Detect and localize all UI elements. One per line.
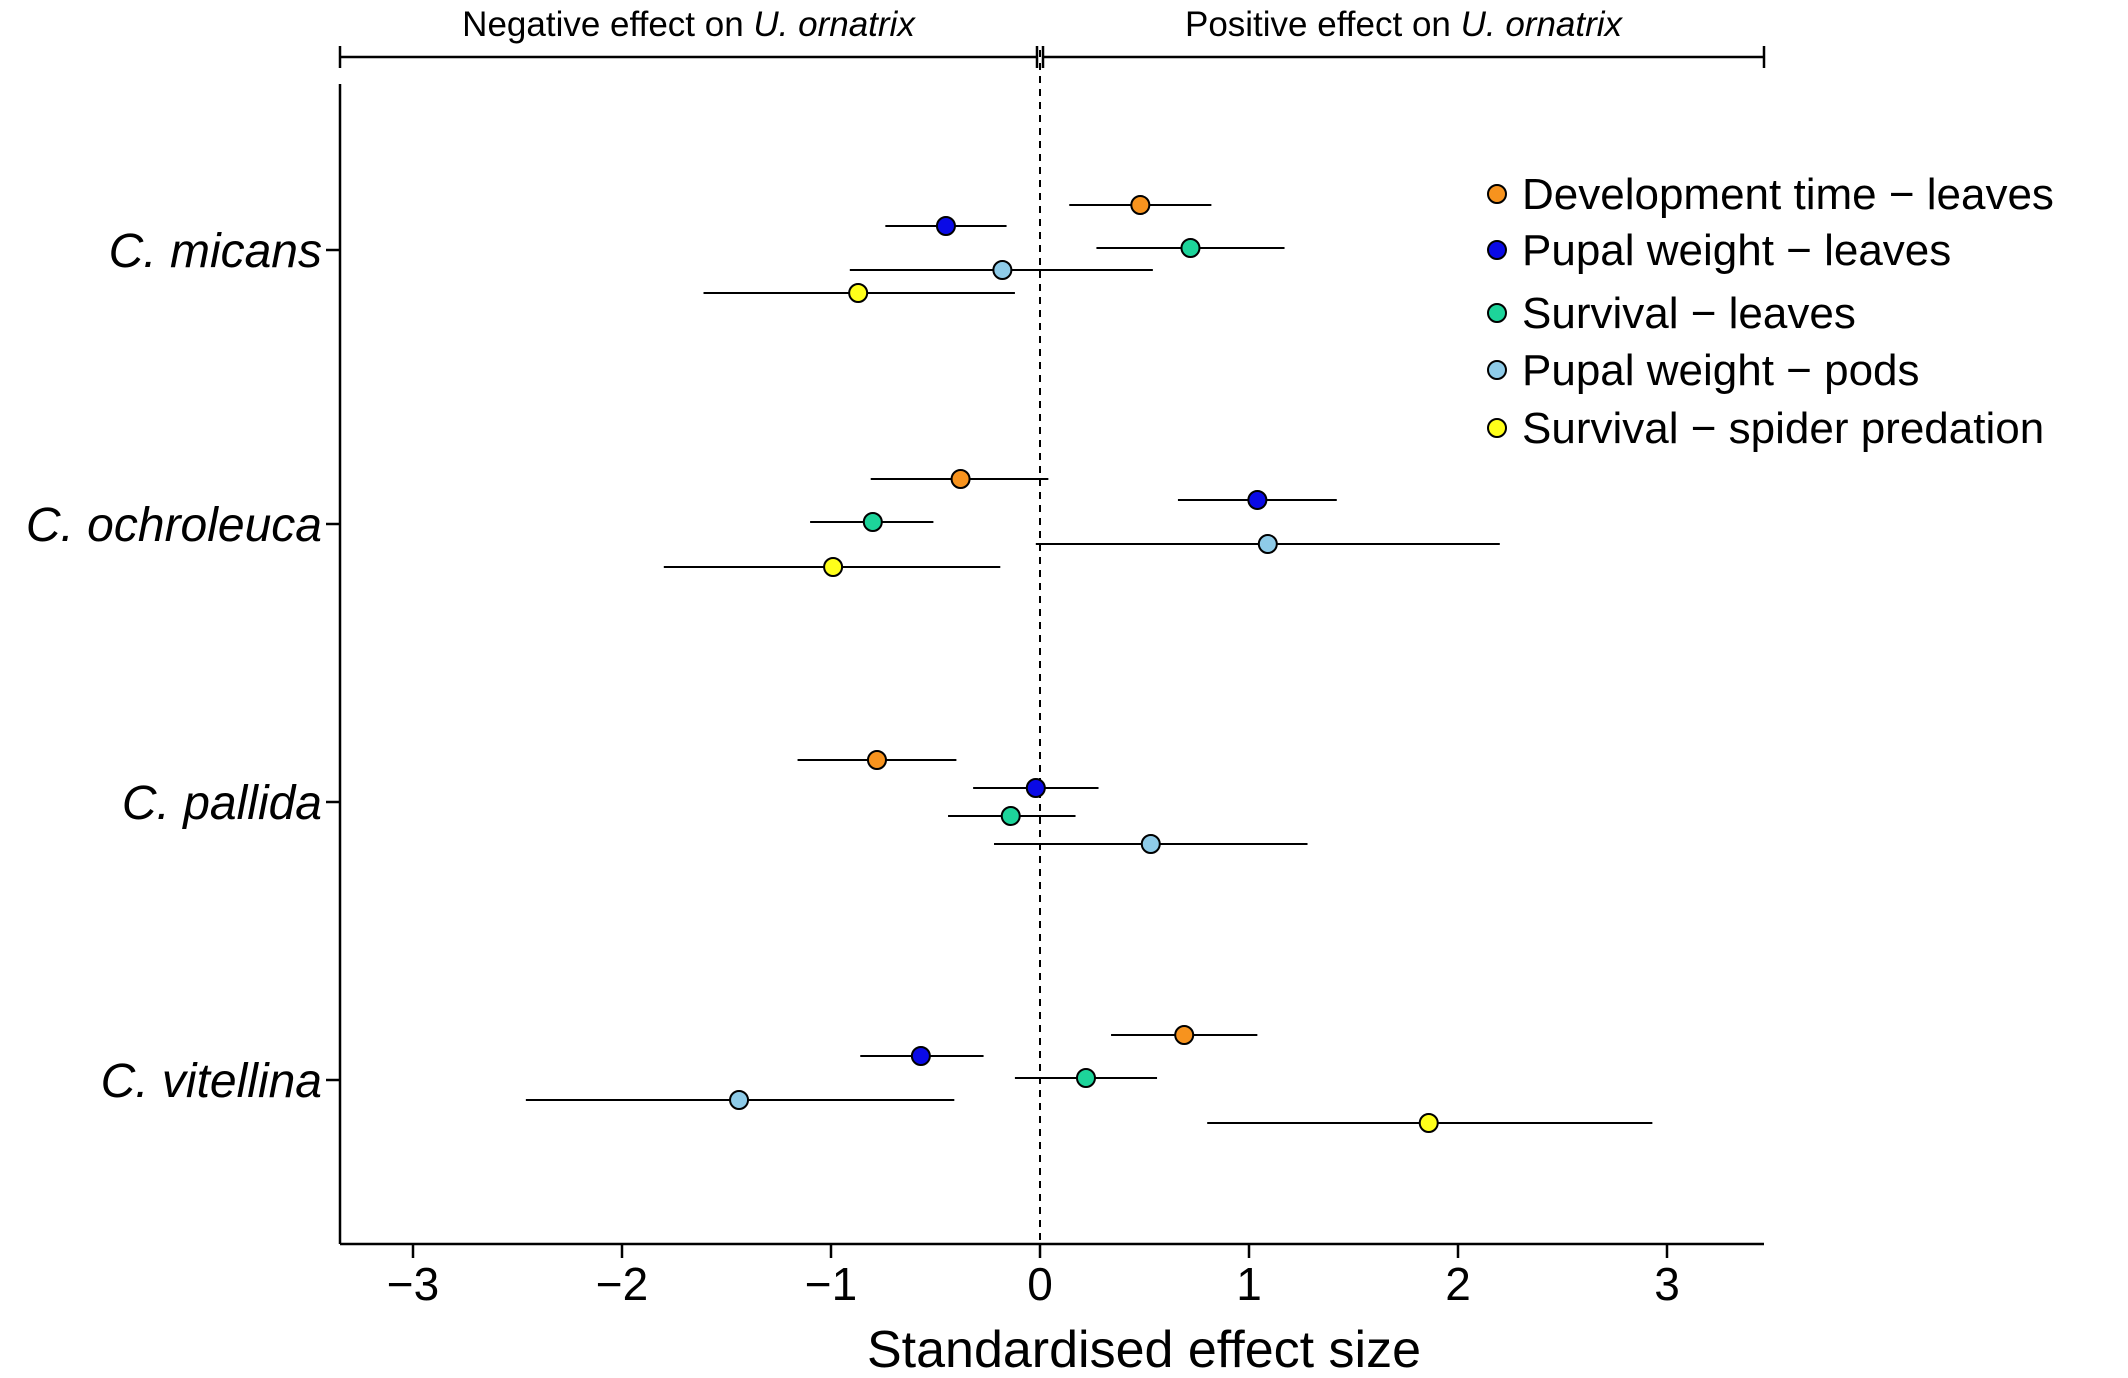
legend-swatch-pupal-weight-leaves [1487,240,1507,260]
x-tick-label: 0 [1027,1258,1053,1310]
point-pupal-weight-leaves-c-vitellina [910,1046,931,1066]
legend-swatch-development-time-leaves [1487,184,1507,204]
legend-swatch-pupal-weight-pods [1487,360,1507,380]
point-survival-leaves-c-ochroleuca [862,512,883,532]
point-survival-leaves-c-micans [1180,238,1201,258]
positive-effect-label: Positive effect on U. ornatrix [1185,5,1624,44]
category-label-c-pallida: C. pallida [122,777,322,830]
point-development-time-leaves-c-vitellina [1174,1025,1195,1045]
x-tick-label: 3 [1654,1258,1680,1310]
category-label-c-micans: C. micans [109,225,322,278]
point-survival-spider-predation-c-vitellina [1418,1113,1439,1133]
legend: Development time − leaves Pupal weight − … [1487,170,2054,453]
y-ticks: C. micans C. ochroleuca C. pallida C. vitel… [26,225,340,1108]
x-tick-label: 1 [1236,1258,1262,1310]
legend-label-development-time-leaves: Development time − leaves [1522,170,2054,219]
x-tick-label: −1 [805,1258,857,1310]
legend-label-pupal-weight-leaves: Pupal weight − leaves [1522,226,1951,275]
point-pupal-weight-leaves-c-ochroleuca [1247,490,1268,510]
x-axis-title: Standardised effect size [867,1321,1421,1378]
point-survival-leaves-c-vitellina [1075,1068,1096,1088]
point-pupal-weight-pods-c-ochroleuca [1257,534,1278,554]
point-development-time-leaves-c-pallida [866,750,887,770]
x-ticks: −3 −2 −1 0 1 2 3 [387,1244,1680,1310]
legend-label-survival-leaves: Survival − leaves [1522,289,1856,338]
point-pupal-weight-pods-c-micans [992,260,1013,280]
x-tick-label: −3 [387,1258,439,1310]
legend-swatch-survival-spider-predation [1487,418,1507,438]
x-tick-label: −2 [596,1258,648,1310]
point-development-time-leaves-c-micans [1130,195,1151,215]
negative-effect-label: Negative effect on U. ornatrix [462,5,916,44]
point-survival-leaves-c-pallida [1000,806,1021,826]
plot-axes [338,50,1764,1246]
x-tick-label: 2 [1445,1258,1471,1310]
point-pupal-weight-leaves-c-pallida [1025,778,1046,798]
point-survival-spider-predation-c-micans [848,283,869,303]
legend-swatch-survival-leaves [1487,303,1507,323]
data-marks [525,195,1653,1133]
point-pupal-weight-pods-c-vitellina [729,1090,750,1110]
legend-label-survival-spider-predation: Survival − spider predation [1522,404,2044,453]
point-survival-spider-predation-c-ochroleuca [823,557,844,577]
legend-label-pupal-weight-pods: Pupal weight − pods [1522,346,1920,395]
point-pupal-weight-leaves-c-micans [935,216,956,236]
point-pupal-weight-pods-c-pallida [1140,834,1161,854]
category-label-c-vitellina: C. vitellina [101,1055,322,1108]
point-development-time-leaves-c-ochroleuca [950,469,971,489]
effect-direction-brackets: Negative effect on U. ornatrix Positive e… [338,5,1766,68]
category-label-c-ochroleuca: C. ochroleuca [26,499,322,552]
